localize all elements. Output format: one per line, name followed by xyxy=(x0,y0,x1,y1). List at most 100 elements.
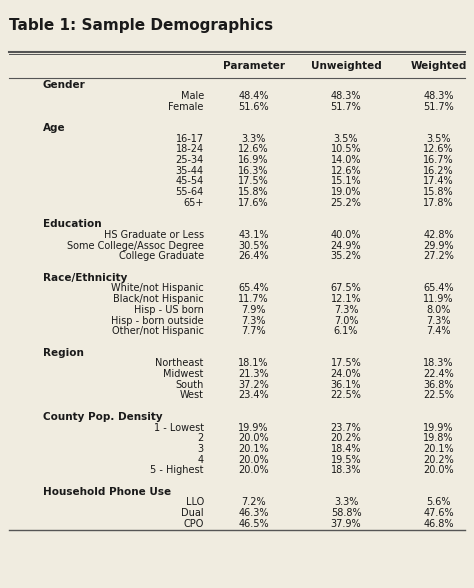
Text: 16.2%: 16.2% xyxy=(423,166,454,176)
Text: Other/not Hispanic: Other/not Hispanic xyxy=(112,326,204,336)
Text: 1 - Lowest: 1 - Lowest xyxy=(154,423,204,433)
Text: 30.5%: 30.5% xyxy=(238,240,269,250)
Text: Race/Ethnicity: Race/Ethnicity xyxy=(43,273,127,283)
Text: 26.4%: 26.4% xyxy=(238,251,269,261)
Text: 25.2%: 25.2% xyxy=(330,198,362,208)
Text: 48.3%: 48.3% xyxy=(423,91,454,101)
Text: 22.5%: 22.5% xyxy=(330,390,362,400)
Text: 20.0%: 20.0% xyxy=(423,465,454,475)
Text: 3.5%: 3.5% xyxy=(334,133,358,143)
Text: 20.1%: 20.1% xyxy=(423,444,454,454)
Text: 20.0%: 20.0% xyxy=(238,465,269,475)
Text: County Pop. Density: County Pop. Density xyxy=(43,412,162,422)
Text: 8.0%: 8.0% xyxy=(426,305,451,315)
Text: 51.7%: 51.7% xyxy=(423,102,454,112)
Text: Northeast: Northeast xyxy=(155,358,204,368)
Text: 7.9%: 7.9% xyxy=(241,305,266,315)
Text: 17.8%: 17.8% xyxy=(423,198,454,208)
Text: 7.2%: 7.2% xyxy=(241,497,266,507)
Text: White/not Hispanic: White/not Hispanic xyxy=(111,283,204,293)
Text: 16.7%: 16.7% xyxy=(423,155,454,165)
Text: 15.8%: 15.8% xyxy=(238,187,269,197)
Text: 16.3%: 16.3% xyxy=(238,166,269,176)
Text: Some College/Assoc Degree: Some College/Assoc Degree xyxy=(67,240,204,250)
Text: Hisp - born outside: Hisp - born outside xyxy=(111,316,204,326)
Text: CPO: CPO xyxy=(183,519,204,529)
Text: 20.2%: 20.2% xyxy=(331,433,361,443)
Text: 18.3%: 18.3% xyxy=(423,358,454,368)
Text: Parameter: Parameter xyxy=(223,61,284,71)
Text: 19.8%: 19.8% xyxy=(423,433,454,443)
Text: 40.0%: 40.0% xyxy=(331,230,361,240)
Text: 4: 4 xyxy=(198,455,204,465)
Text: 3.3%: 3.3% xyxy=(334,497,358,507)
Text: 7.7%: 7.7% xyxy=(241,326,266,336)
Text: 7.4%: 7.4% xyxy=(426,326,451,336)
Text: 42.8%: 42.8% xyxy=(423,230,454,240)
Text: 29.9%: 29.9% xyxy=(423,240,454,250)
Text: 43.1%: 43.1% xyxy=(238,230,269,240)
Text: 14.0%: 14.0% xyxy=(331,155,361,165)
Text: 35.2%: 35.2% xyxy=(331,251,361,261)
Text: 22.4%: 22.4% xyxy=(423,369,454,379)
Text: 20.0%: 20.0% xyxy=(238,433,269,443)
Text: 7.3%: 7.3% xyxy=(426,316,451,326)
Text: 19.0%: 19.0% xyxy=(331,187,361,197)
Text: West: West xyxy=(180,390,204,400)
Text: 16-17: 16-17 xyxy=(176,133,204,143)
Text: 19.9%: 19.9% xyxy=(423,423,454,433)
Text: 17.6%: 17.6% xyxy=(238,198,269,208)
Text: 11.7%: 11.7% xyxy=(238,294,269,304)
Text: Weighted: Weighted xyxy=(410,61,466,71)
Text: Hisp - US born: Hisp - US born xyxy=(134,305,204,315)
Text: 37.9%: 37.9% xyxy=(331,519,361,529)
Text: South: South xyxy=(175,380,204,390)
Text: 3: 3 xyxy=(198,444,204,454)
Text: 51.7%: 51.7% xyxy=(331,102,361,112)
Text: 58.8%: 58.8% xyxy=(331,508,361,518)
Text: 65.4%: 65.4% xyxy=(423,283,454,293)
Text: 46.8%: 46.8% xyxy=(423,519,454,529)
Text: 17.5%: 17.5% xyxy=(238,176,269,186)
Text: Male: Male xyxy=(181,91,204,101)
Text: 15.1%: 15.1% xyxy=(331,176,361,186)
Text: 11.9%: 11.9% xyxy=(423,294,454,304)
Text: 15.8%: 15.8% xyxy=(423,187,454,197)
Text: 20.0%: 20.0% xyxy=(238,455,269,465)
Text: Unweighted: Unweighted xyxy=(310,61,382,71)
Text: Midwest: Midwest xyxy=(164,369,204,379)
Text: 24.0%: 24.0% xyxy=(331,369,361,379)
Text: Household Phone Use: Household Phone Use xyxy=(43,487,171,497)
Text: 7.3%: 7.3% xyxy=(241,316,266,326)
Text: 20.2%: 20.2% xyxy=(423,455,454,465)
Text: 45-54: 45-54 xyxy=(175,176,204,186)
Text: 3.5%: 3.5% xyxy=(426,133,451,143)
Text: 48.3%: 48.3% xyxy=(331,91,361,101)
Text: Age: Age xyxy=(43,123,65,133)
Text: 6.1%: 6.1% xyxy=(334,326,358,336)
Text: 18-24: 18-24 xyxy=(176,144,204,154)
Text: 5.6%: 5.6% xyxy=(426,497,451,507)
Text: 36.8%: 36.8% xyxy=(423,380,454,390)
Text: 46.3%: 46.3% xyxy=(238,508,269,518)
Text: 23.7%: 23.7% xyxy=(331,423,361,433)
Text: 12.6%: 12.6% xyxy=(238,144,269,154)
Text: Dual: Dual xyxy=(181,508,204,518)
Text: Table 1: Sample Demographics: Table 1: Sample Demographics xyxy=(9,18,273,33)
Text: 10.5%: 10.5% xyxy=(331,144,361,154)
Text: 47.6%: 47.6% xyxy=(423,508,454,518)
Text: 17.4%: 17.4% xyxy=(423,176,454,186)
Text: 67.5%: 67.5% xyxy=(331,283,361,293)
Text: 24.9%: 24.9% xyxy=(331,240,361,250)
Text: 19.5%: 19.5% xyxy=(331,455,361,465)
Text: 37.2%: 37.2% xyxy=(238,380,269,390)
Text: 12.6%: 12.6% xyxy=(423,144,454,154)
Text: 21.3%: 21.3% xyxy=(238,369,269,379)
Text: 36.1%: 36.1% xyxy=(331,380,361,390)
Text: 48.4%: 48.4% xyxy=(238,91,269,101)
Text: College Graduate: College Graduate xyxy=(118,251,204,261)
Text: 23.4%: 23.4% xyxy=(238,390,269,400)
Text: 65+: 65+ xyxy=(183,198,204,208)
Text: 25-34: 25-34 xyxy=(175,155,204,165)
Text: Black/not Hispanic: Black/not Hispanic xyxy=(113,294,204,304)
